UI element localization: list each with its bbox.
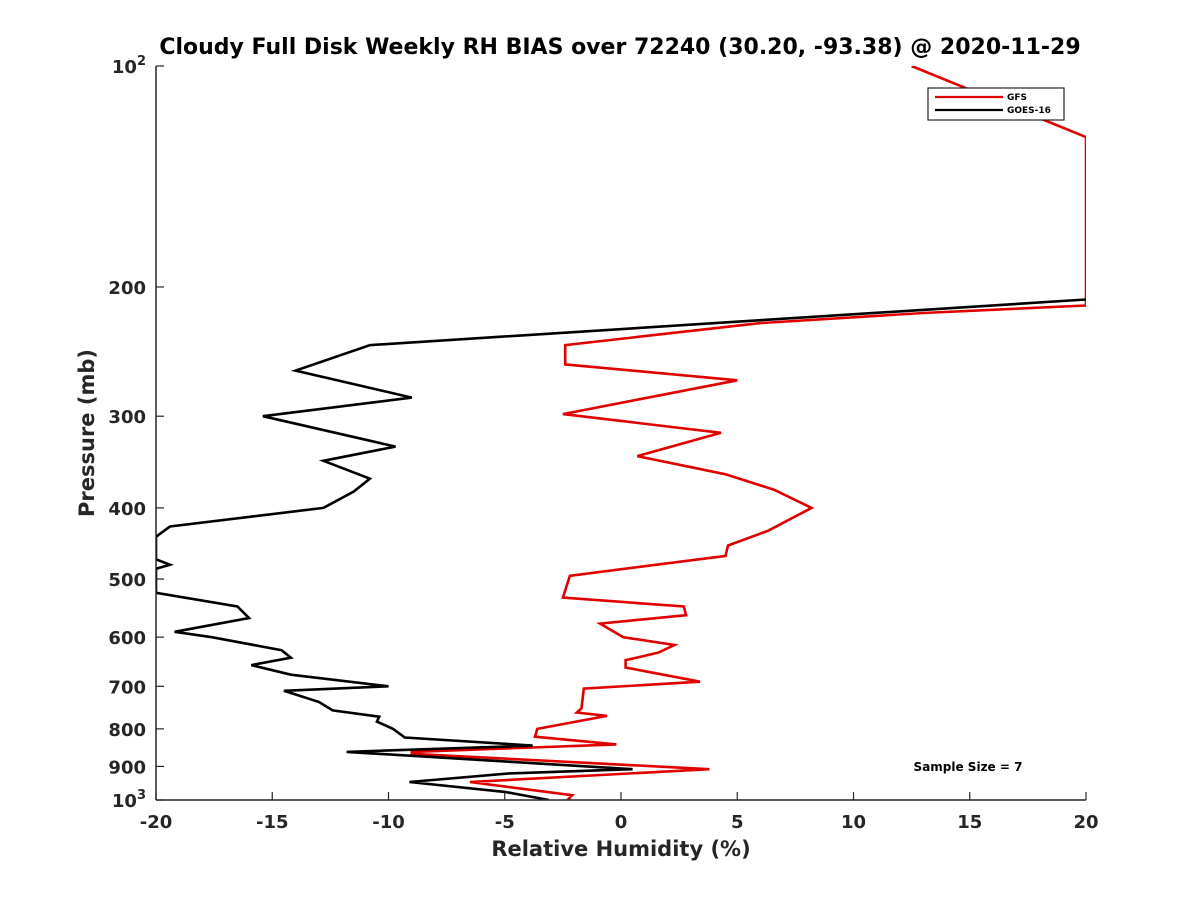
y-axis-label: Pressure (mb) bbox=[75, 349, 99, 517]
x-tick-label: 10 bbox=[841, 812, 866, 833]
y-tick-label: 500 bbox=[108, 570, 146, 591]
y-tick-label: 600 bbox=[108, 628, 146, 649]
y-tick-label: 103 bbox=[112, 788, 146, 812]
legend-box bbox=[927, 87, 1065, 121]
y-tick-label: 800 bbox=[108, 720, 146, 741]
y-tick-label: 300 bbox=[108, 407, 146, 428]
x-tick-label: 5 bbox=[731, 812, 744, 833]
y-tick-label: 700 bbox=[108, 677, 146, 698]
y-ticks: 102 200 300 400 500 600 700 800 900 103 bbox=[108, 54, 164, 812]
y-tick-label: 400 bbox=[108, 499, 146, 520]
x-tick-label: -10 bbox=[372, 812, 405, 833]
series-line-goes16 bbox=[156, 298, 1086, 800]
series-layer bbox=[156, 66, 1086, 800]
x-tick-label: 15 bbox=[957, 812, 982, 833]
x-ticks: -20 -15 -10 -5 0 5 10 15 20 bbox=[140, 792, 1099, 833]
y-tick-label: 102 bbox=[112, 54, 146, 78]
sample-size-annotation: Sample Size = 7 bbox=[914, 760, 1023, 774]
x-tick-label: 20 bbox=[1073, 812, 1098, 833]
chart-title: Cloudy Full Disk Weekly RH BIAS over 722… bbox=[159, 35, 1080, 60]
y-tick-label: 200 bbox=[108, 278, 146, 299]
legend-label-goes16: GOES-16 bbox=[1007, 106, 1051, 116]
x-tick-label: -20 bbox=[140, 812, 173, 833]
x-tick-label: -5 bbox=[495, 812, 515, 833]
y-tick-label: 900 bbox=[108, 757, 146, 778]
legend-label-gfs: GFS bbox=[1007, 93, 1027, 103]
x-axis-label: Relative Humidity (%) bbox=[491, 837, 750, 861]
x-tick-label: -15 bbox=[256, 812, 289, 833]
x-tick-label: 0 bbox=[615, 812, 628, 833]
legend: GFS GOES-16 bbox=[927, 87, 1065, 121]
series-line-gfs bbox=[410, 66, 1086, 800]
